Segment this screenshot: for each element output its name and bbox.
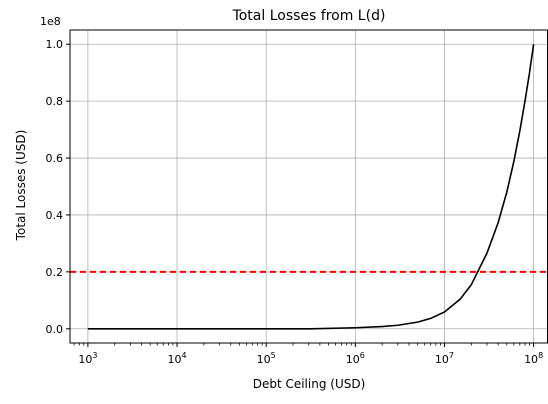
x-tick-label: 108 [524,351,543,366]
x-tick-label: 103 [78,351,97,366]
y-tick-label: 0.8 [46,95,64,108]
x-axis-label: Debt Ceiling (USD) [253,377,366,391]
y-axis-ticks: 0.0 0.2 0.4 0.6 0.8 1.0 [46,38,70,336]
y-tick-label: 0.4 [46,209,64,222]
chart-title: Total Losses from L(d) [232,8,386,24]
plot-frame [69,29,548,344]
y-tick-label: 0.6 [46,152,64,165]
y-axis-offset-label: 1e8 [40,15,61,28]
x-tick-label: 104 [167,351,186,366]
y-axis-label: Total Losses (USD) [14,130,28,242]
x-tick-label: 107 [435,351,454,366]
series-lines [87,44,535,330]
y-tick-label: 1.0 [46,38,64,51]
total-losses-line [87,44,535,330]
y-tick-label: 0.0 [46,323,64,336]
x-tick-label: 106 [346,351,365,366]
y-tick-label: 0.2 [46,266,64,279]
x-tick-label: 105 [257,351,276,366]
x-axis-ticks: 103 104 105 106 107 108 [73,343,543,366]
grid [70,30,548,343]
